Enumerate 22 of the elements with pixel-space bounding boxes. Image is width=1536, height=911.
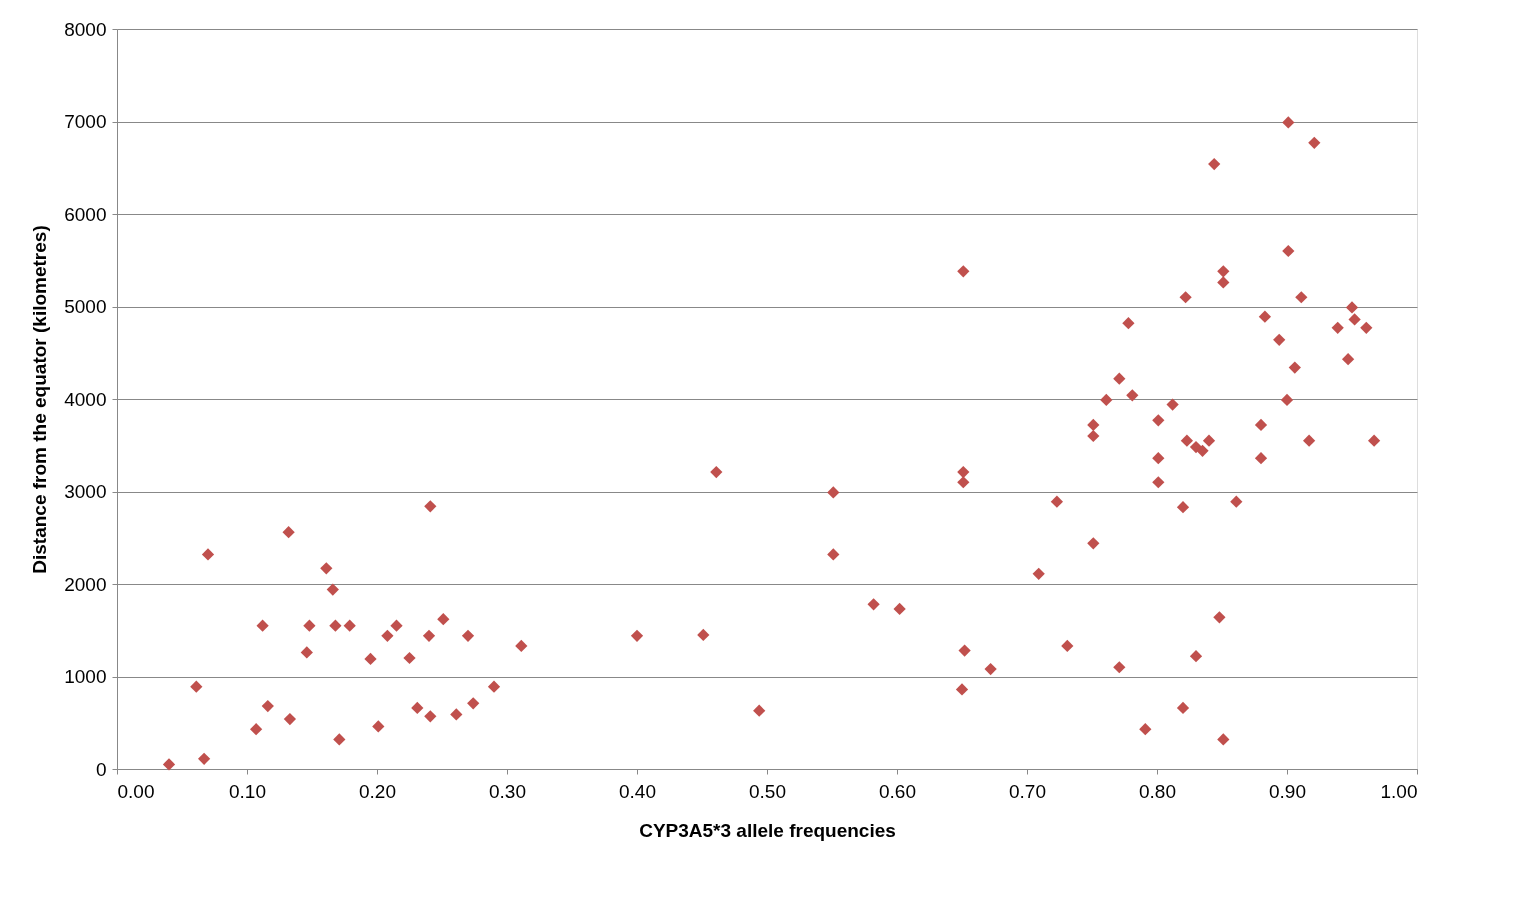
- x-tick-label: 0.80: [1139, 780, 1176, 802]
- x-tick-label: 0.60: [879, 780, 916, 802]
- x-axis-title: CYP3A5*3 allele frequencies: [639, 819, 896, 841]
- x-tick-label: 0.10: [229, 780, 266, 802]
- y-tick-label: 2000: [64, 573, 107, 595]
- y-tick-label: 4000: [64, 388, 107, 410]
- y-axis-title: Distance from the equator (kilometres): [29, 225, 51, 574]
- y-tick-label: 6000: [64, 203, 107, 225]
- x-tick-label: 0.20: [359, 780, 396, 802]
- x-tick-label: 0.90: [1269, 780, 1306, 802]
- x-tick-label: 0.40: [619, 780, 656, 802]
- x-tick-label: 0.30: [489, 780, 526, 802]
- y-tick-label: 7000: [64, 111, 107, 132]
- y-tick-label: 3000: [64, 481, 107, 502]
- x-tick-label: 0.00: [117, 780, 155, 802]
- x-tick-label: 0.50: [749, 780, 786, 802]
- y-tick-label: 1000: [64, 666, 107, 687]
- y-tick-label: 8000: [64, 18, 107, 40]
- y-tick-label: 0: [95, 758, 107, 780]
- x-tick-label: 1.00: [1380, 780, 1418, 802]
- x-tick-label: 0.70: [1009, 780, 1046, 802]
- y-tick-label: 5000: [64, 296, 107, 317]
